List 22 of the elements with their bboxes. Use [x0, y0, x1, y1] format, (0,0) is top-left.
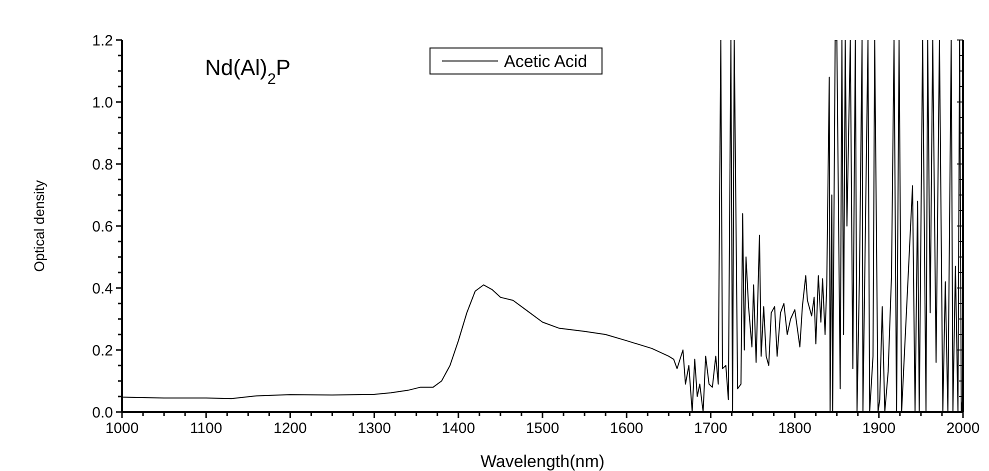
x-tick-label: 1800	[778, 420, 812, 437]
x-tick-label: 1900	[862, 420, 896, 437]
x-tick-label: 1100	[190, 420, 222, 437]
y-tick-label: 0.8	[92, 156, 113, 174]
y-tick-label: 0.4	[92, 280, 113, 298]
x-axis-title: Wavelength(nm)	[480, 452, 605, 471]
y-tick-label: 1.0	[92, 94, 113, 112]
y-tick-label: 0.6	[92, 218, 113, 236]
y-axis-title: Optical density	[31, 180, 47, 272]
x-tick-label: 1700	[694, 420, 728, 437]
legend-label: Acetic Acid	[504, 52, 588, 71]
x-tick-label: 1000	[105, 420, 139, 437]
x-tick-label: 1300	[358, 420, 391, 437]
y-tick-label: 0.2	[92, 342, 113, 360]
y-tick-label: 0.0	[92, 404, 113, 422]
x-tick-label: 2000	[946, 420, 980, 437]
x-tick-label: 1200	[274, 420, 307, 437]
text: Nd(Al)$_{2}$P	[205, 55, 291, 88]
x-tick-label: 1500	[526, 420, 560, 437]
y-tick-label: 1.2	[92, 32, 113, 50]
x-tick-label: 1600	[610, 420, 644, 437]
x-tick-label: 1400	[442, 420, 476, 437]
